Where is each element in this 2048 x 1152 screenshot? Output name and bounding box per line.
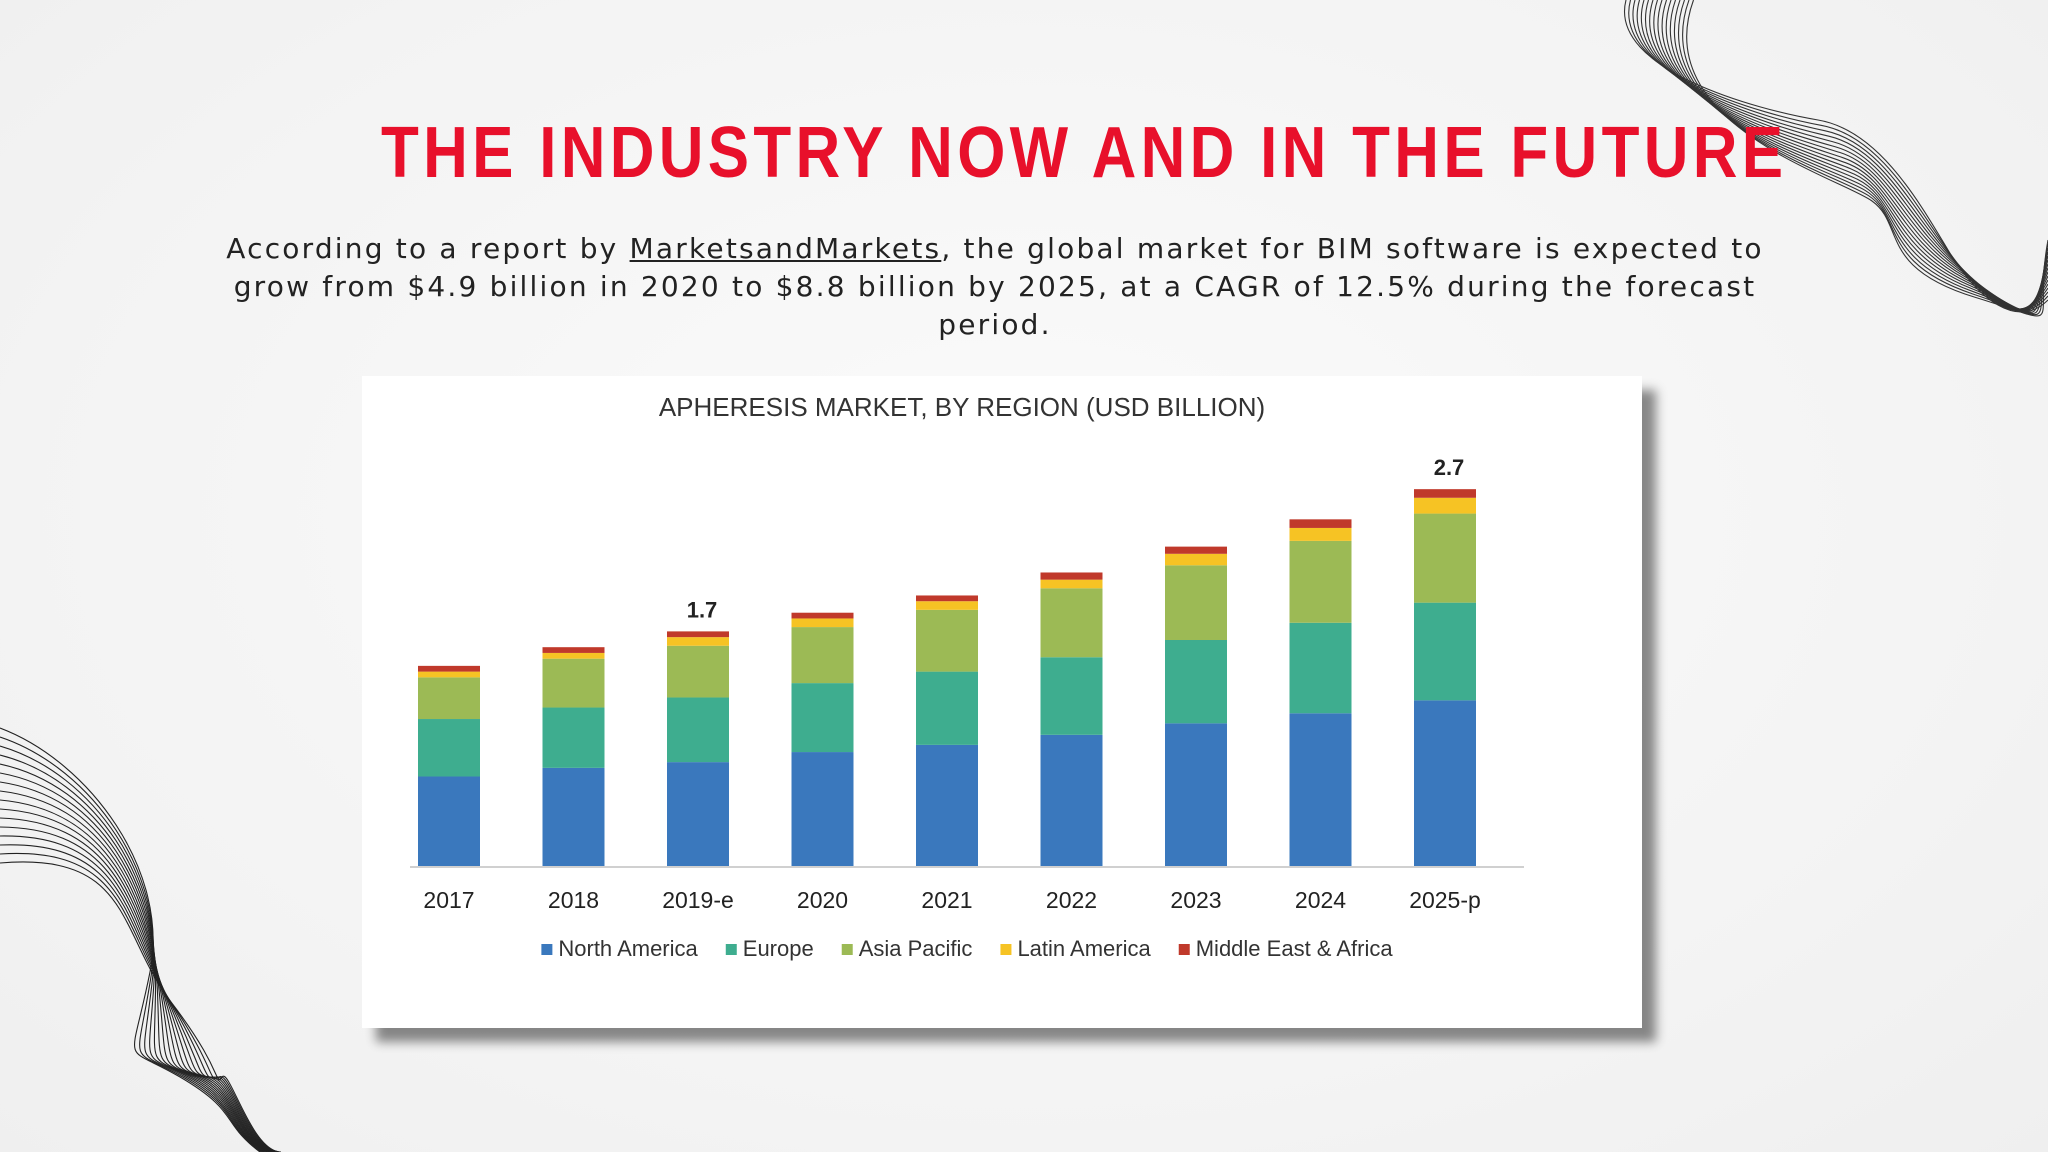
bar-europe-2023 (1165, 640, 1227, 724)
marketsandmarkets-link[interactable]: MarketsandMarkets (629, 232, 942, 265)
bar-latin-america-2017 (418, 671, 480, 678)
bar-asia-pacific-2023 (1165, 565, 1227, 641)
wave-line (0, 808, 273, 1152)
bar-middle-east-and-africa-2018 (542, 647, 605, 653)
bar-asia-pacific-2024 (1289, 540, 1352, 623)
legend-item-asia-pacific: Asia Pacific (841, 936, 973, 961)
bar-latin-america-2020 (791, 618, 854, 628)
bar-asia-pacific-2025-p (1414, 513, 1476, 603)
bar-latin-america-2025-p (1414, 497, 1476, 514)
legend-item-latin-america: Latin America (1000, 936, 1151, 961)
wave-line (0, 736, 262, 1152)
bar-europe-2025-p (1414, 602, 1476, 701)
bar-europe-2021 (916, 671, 978, 745)
legend-swatch-asia-pacific (841, 944, 853, 955)
intro-text-end: , the global market for BIM software is … (233, 232, 1764, 341)
wave-line (0, 745, 264, 1152)
bar-asia-pacific-2018 (542, 658, 605, 708)
x-tick-label-2024: 2024 (1295, 887, 1346, 913)
wave-line (0, 772, 268, 1152)
bar-middle-east-and-africa-2023 (1165, 546, 1227, 554)
x-tick-label-2025-p: 2025-p (1409, 887, 1481, 913)
bar-asia-pacific-2017 (418, 677, 480, 720)
legend-swatch-europe (725, 944, 737, 955)
x-tick-label-2022: 2022 (1046, 887, 1097, 913)
chart-card: APHERESIS MARKET, BY REGION (USD BILLION… (362, 376, 1642, 1028)
bar-north-america-2023 (1165, 723, 1227, 867)
wave-lines-decoration-bottom-left (0, 727, 282, 1152)
wave-lines-decoration-top-right (1623, 0, 2048, 317)
bar-europe-2017 (418, 719, 480, 777)
bar-asia-pacific-2022 (1040, 588, 1103, 658)
wave-line (0, 754, 265, 1152)
legend-label-asia-pacific: Asia Pacific (859, 936, 973, 961)
x-tick-label-2021: 2021 (921, 887, 972, 913)
bar-north-america-2025-p (1414, 700, 1476, 867)
bar-latin-america-2023 (1165, 553, 1227, 566)
bar-north-america-2020 (791, 752, 854, 867)
wave-line (0, 790, 271, 1152)
bar-north-america-2019-e (667, 762, 729, 867)
bar-middle-east-and-africa-2022 (1040, 572, 1103, 580)
bar-middle-east-and-africa-2021 (916, 595, 978, 602)
x-tick-label-2017: 2017 (423, 887, 474, 913)
bar-middle-east-and-africa-2017 (418, 665, 480, 672)
bar-latin-america-2021 (916, 601, 978, 610)
x-tick-label-2020: 2020 (797, 887, 848, 913)
chart-title: APHERESIS MARKET, BY REGION (USD BILLION… (659, 392, 1265, 422)
bar-middle-east-and-africa-2025-p (1414, 489, 1476, 498)
wave-line (0, 844, 279, 1152)
legend-label-middle-east-and-africa: Middle East & Africa (1196, 936, 1394, 961)
bar-latin-america-2019-e (667, 637, 729, 646)
bar-europe-2022 (1040, 657, 1103, 735)
bar-north-america-2022 (1040, 734, 1103, 867)
x-tick-label-2018: 2018 (548, 887, 599, 913)
data-label-2019-e: 1.7 (687, 597, 718, 622)
bar-europe-2020 (791, 683, 854, 753)
x-tick-label-2019-e: 2019-e (662, 887, 734, 913)
wave-line (0, 817, 275, 1152)
legend-label-latin-america: Latin America (1017, 936, 1151, 961)
intro-paragraph: According to a report by MarketsandMarke… (225, 230, 1765, 344)
legend-swatch-middle-east-and-africa (1178, 944, 1190, 955)
wave-line (0, 763, 266, 1152)
bar-north-america-2018 (542, 767, 605, 867)
wave-line (0, 835, 277, 1152)
x-tick-label-2023: 2023 (1170, 887, 1221, 913)
bar-latin-america-2024 (1289, 527, 1352, 541)
bar-middle-east-and-africa-2020 (791, 612, 854, 619)
page-heading: THE INDUSTRY NOW AND IN THE FUTURE (152, 112, 1913, 194)
wave-line (0, 781, 269, 1152)
bar-latin-america-2018 (542, 652, 605, 659)
bar-latin-america-2022 (1040, 579, 1103, 589)
bar-asia-pacific-2020 (791, 627, 854, 684)
bar-europe-2018 (542, 707, 605, 768)
legend-swatch-north-america (541, 944, 553, 955)
data-label-2025-p: 2.7 (1434, 455, 1465, 480)
bar-asia-pacific-2021 (916, 609, 978, 672)
legend-item-middle-east-and-africa: Middle East & Africa (1178, 936, 1394, 961)
legend-label-north-america: North America (558, 936, 698, 961)
wave-line (0, 799, 272, 1152)
legend-swatch-latin-america (1000, 944, 1012, 955)
bar-asia-pacific-2019-e (667, 645, 729, 698)
bar-north-america-2021 (916, 744, 978, 867)
bar-europe-2024 (1289, 622, 1352, 714)
intro-text-start: According to a report by (226, 232, 630, 265)
legend-item-north-america: North America (541, 936, 699, 961)
bar-north-america-2017 (418, 776, 480, 867)
bar-middle-east-and-africa-2024 (1289, 519, 1352, 528)
legend-label-europe: Europe (743, 936, 814, 961)
page-heading-text: THE INDUSTRY NOW AND IN THE FUTURE (380, 113, 1788, 193)
wave-line (0, 861, 282, 1152)
wave-line (0, 852, 280, 1152)
wave-line (0, 727, 261, 1152)
bar-north-america-2024 (1289, 713, 1352, 867)
bar-middle-east-and-africa-2019-e (667, 631, 729, 638)
legend-item-europe: Europe (725, 936, 814, 961)
bar-europe-2019-e (667, 697, 729, 763)
wave-line (0, 826, 276, 1152)
wave-line (1686, 0, 2048, 317)
apheresis-market-chart: APHERESIS MARKET, BY REGION (USD BILLION… (410, 392, 1524, 961)
